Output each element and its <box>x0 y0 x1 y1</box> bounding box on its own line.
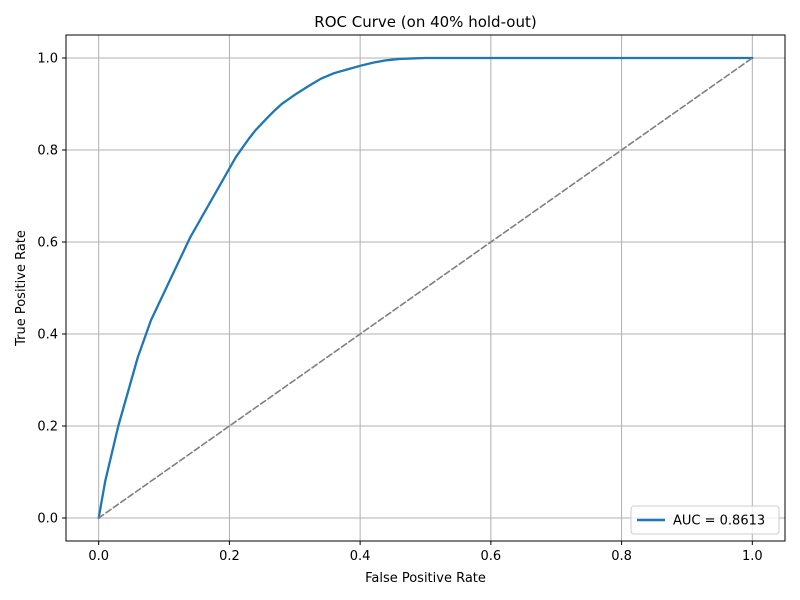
x-tick-label: 0.2 <box>219 549 240 564</box>
chance-diagonal-line <box>97 57 754 519</box>
grid-lines <box>66 35 785 541</box>
legend-box <box>630 505 780 535</box>
tick-marks: 0.0 0.2 0.4 0.6 0.8 1.0 0.0 0.2 0.4 0.6 0.8 1.0 <box>37 52 762 565</box>
chart-title: ROC Curve (on 40% hold-out) <box>314 13 536 31</box>
y-tick-label: 0.6 <box>37 236 58 251</box>
x-tick-label: 0.8 <box>611 549 632 564</box>
roc-curve-line <box>97 56 754 520</box>
y-tick-label: 0.8 <box>37 144 58 159</box>
plot-frame <box>65 34 786 542</box>
legend: AUC = 0.8613 <box>630 505 780 535</box>
x-tick-label: 0.0 <box>88 549 109 564</box>
y-tick-label: 0.2 <box>37 420 58 435</box>
legend-label: AUC = 0.8613 <box>673 514 765 529</box>
y-axis-label: True Positive Rate <box>14 230 29 347</box>
y-tick-label: 0.4 <box>37 328 58 343</box>
series-layer <box>97 56 754 520</box>
x-tick-label: 0.6 <box>481 549 502 564</box>
x-tick-label: 1.0 <box>742 549 763 564</box>
x-tick-label: 0.4 <box>350 549 371 564</box>
y-tick-label: 0.0 <box>37 512 58 527</box>
y-tick-label: 1.0 <box>37 52 58 67</box>
x-axis-label: False Positive Rate <box>365 571 486 586</box>
